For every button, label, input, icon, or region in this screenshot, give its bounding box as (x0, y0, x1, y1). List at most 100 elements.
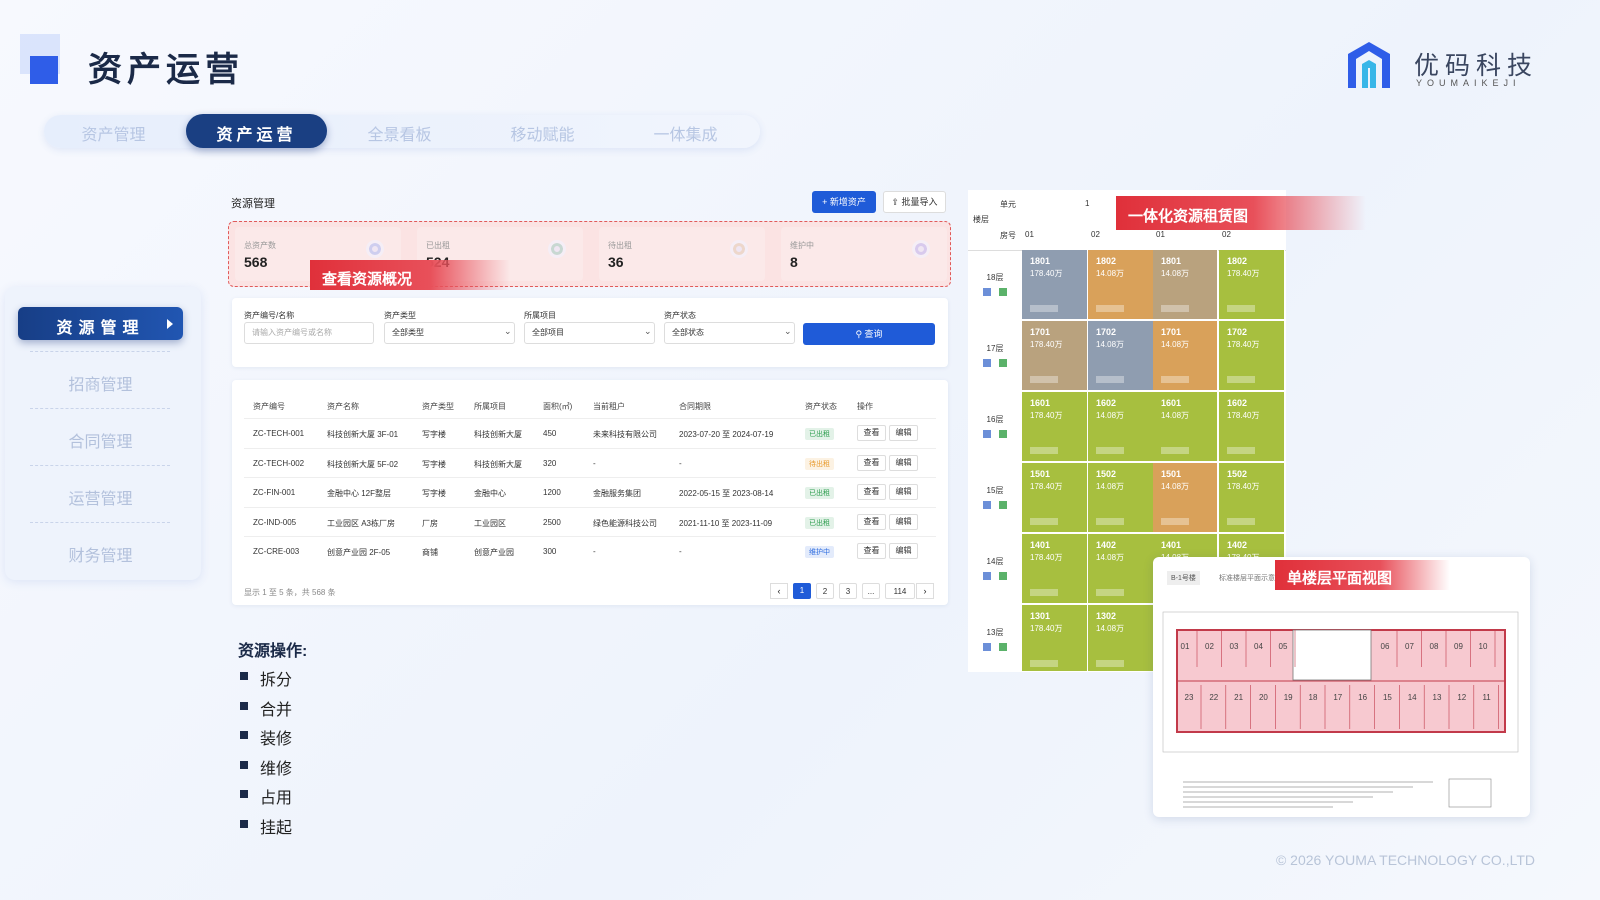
action-btn[interactable]: 查看 (857, 513, 886, 530)
table-header: 资产状态 (805, 402, 837, 411)
action-btn[interactable]: 查看 (857, 484, 886, 500)
grid-cell[interactable]: 1802 178.40万 (1219, 250, 1285, 320)
grid-cell[interactable]: 1502 178.40万 (1219, 463, 1285, 533)
grid-cell[interactable]: 1502 14.08万 (1088, 463, 1154, 533)
action-btn[interactable]: 编辑 (889, 484, 918, 500)
floor-icons (983, 359, 1007, 367)
side-item[interactable]: 运营管理 (68, 491, 133, 508)
stat-icon (366, 240, 384, 258)
tab[interactable]: 移动赋能 (510, 127, 575, 144)
plan-shape (1292, 629, 1372, 681)
side-divider (30, 408, 170, 409)
ops-title: 资源操作: (238, 643, 308, 660)
grid-cell[interactable]: 1701 178.40万 (1022, 321, 1088, 391)
grid-cell[interactable]: 1602 178.40万 (1219, 392, 1285, 462)
floor-label: 15层 (986, 486, 1004, 495)
plan-tab[interactable]: B-1号楼 (1167, 571, 1200, 585)
grid-cell[interactable]: 1702 14.08万 (1088, 321, 1154, 391)
filter-select[interactable]: 全部状态 (664, 322, 795, 344)
page-btn[interactable]: 2 (816, 583, 834, 599)
page-btn[interactable]: 3 (839, 583, 857, 599)
grid-cell[interactable]: 1602 14.08万 (1088, 392, 1154, 462)
grid-cell[interactable]: 1802 14.08万 (1088, 250, 1154, 320)
btn-add[interactable]: + 新增资产 (812, 191, 876, 213)
cell-tag (1096, 305, 1124, 312)
plan-tab[interactable]: 标准楼层平面示意图 (1219, 575, 1282, 582)
action-btn[interactable]: 编辑 (889, 425, 918, 441)
action-btn[interactable]: 编辑 (889, 513, 918, 530)
cell-price: 178.40万 (1030, 269, 1063, 278)
grid-cell[interactable]: 1801 178.40万 (1022, 250, 1088, 320)
page-current[interactable]: 1 (793, 583, 811, 599)
stat-label: 维护中 (790, 241, 814, 250)
filter-select[interactable]: 全部类型 (384, 322, 515, 344)
btn-label: 查询 (864, 329, 883, 339)
side-divider (30, 465, 170, 466)
table-header: 当前租户 (593, 402, 625, 411)
page-btn[interactable]: 114 (885, 583, 915, 599)
grid-cell[interactable]: 1302 14.08万 (1088, 605, 1154, 672)
plan-room-label: 12 (1457, 693, 1466, 702)
grid-cell[interactable]: 1601 14.08万 (1153, 392, 1218, 462)
cell-room: 1802 (1096, 256, 1117, 266)
grid-cell[interactable]: 1402 14.08万 (1088, 534, 1154, 604)
action-btn[interactable]: 查看 (857, 425, 886, 441)
grid-cell[interactable]: 1501 14.08万 (1153, 463, 1218, 533)
action-btn[interactable]: 查看 (857, 543, 886, 559)
floor-label: 14层 (986, 557, 1004, 566)
cell-room: 1702 (1227, 327, 1248, 337)
ops-item: 合并 (260, 701, 293, 719)
page-prev[interactable]: ‹ (770, 583, 788, 599)
tab[interactable]: 一体集成 (653, 127, 718, 144)
cell-tag (1227, 376, 1255, 383)
floor-label: 17层 (986, 344, 1004, 353)
grid-cell[interactable]: 1701 14.08万 (1153, 321, 1218, 391)
table-cell: 300 (543, 547, 557, 556)
select-caret: ⌄ (784, 326, 792, 336)
action-btn[interactable]: 编辑 (889, 454, 918, 471)
ops-item: 占用 (260, 790, 293, 807)
grid-cell[interactable]: 1401 178.40万 (1022, 534, 1088, 604)
cell-tag (1030, 376, 1058, 383)
ops-bullet (240, 819, 248, 828)
plan-room-label: 08 (1430, 642, 1439, 651)
filter-select[interactable]: 全部项目 (524, 322, 655, 344)
stat-icon (912, 240, 930, 258)
table-cell: 2500 (543, 517, 561, 527)
cell-price: 178.40万 (1030, 411, 1063, 420)
tab[interactable]: 全景看板 (367, 127, 432, 144)
grid-cell[interactable]: 1301 178.40万 (1022, 605, 1088, 672)
cell-price: 178.40万 (1227, 340, 1260, 349)
side-item[interactable]: 财务管理 (68, 548, 133, 565)
grid-cell[interactable]: 1601 178.40万 (1022, 392, 1088, 462)
table-cell: 金融中心 (474, 489, 506, 498)
title-icon (20, 34, 68, 100)
cell-room: 1502 (1096, 469, 1117, 479)
action-btn[interactable]: 编辑 (889, 543, 918, 559)
grid-cell[interactable]: 1501 178.40万 (1022, 463, 1088, 533)
floor-icons (983, 430, 1007, 438)
grid-cell[interactable]: 1702 178.40万 (1219, 321, 1285, 391)
status-badge: 已出租 (805, 516, 834, 529)
side-item[interactable]: 招商管理 (68, 377, 133, 394)
table-cell: 2023-07-20 至 2024-07-19 (679, 430, 774, 439)
btn-search[interactable]: ⚲ 查询 (803, 323, 935, 345)
filter-input[interactable]: 请输入资产编号或名称 (244, 322, 374, 344)
row-divider (244, 418, 936, 419)
cell-tag (1096, 518, 1124, 525)
cell-room: 1801 (1161, 256, 1182, 266)
cell-tag (1096, 447, 1124, 454)
btn-import[interactable]: ⇪ 批量导入 (883, 191, 946, 213)
side-item-active[interactable]: 资源管理 (56, 320, 145, 337)
grid-cell[interactable]: 1801 14.08万 (1153, 250, 1218, 320)
cell-tag (1096, 376, 1124, 383)
action-btn[interactable]: 查看 (857, 454, 886, 471)
tab-active[interactable]: 资产运营 (216, 127, 297, 144)
page-next[interactable]: › (916, 583, 934, 599)
side-item[interactable]: 合同管理 (68, 434, 133, 451)
page-btn[interactable]: ... (862, 583, 880, 599)
tab[interactable]: 资产管理 (81, 127, 146, 144)
stat-value: 36 (608, 254, 624, 270)
cell-price: 14.08万 (1161, 482, 1190, 491)
table-card (232, 380, 948, 605)
